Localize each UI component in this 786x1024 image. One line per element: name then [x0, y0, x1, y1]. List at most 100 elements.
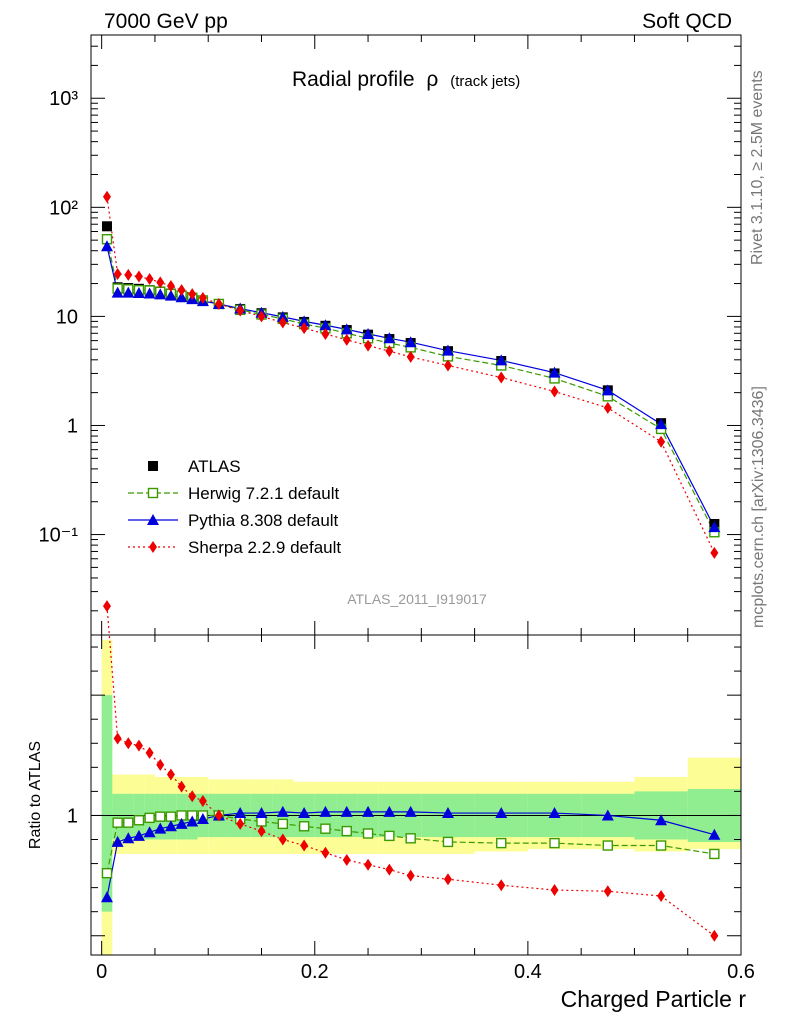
ratio-point	[657, 890, 666, 903]
ratio-point	[102, 600, 111, 613]
data-point	[364, 339, 373, 352]
plot-title-symbol: ρ	[426, 68, 438, 91]
data-point	[134, 270, 143, 283]
ratio-point	[236, 817, 245, 830]
ratio-point	[710, 929, 719, 942]
data-point	[340, 323, 353, 335]
data-point	[175, 291, 188, 303]
ratio-point	[320, 823, 331, 834]
ratio-tick-label: 1	[67, 805, 78, 827]
ratio-point	[298, 821, 310, 832]
ratio-point	[340, 805, 353, 817]
x-tick-label: 0.6	[727, 961, 755, 983]
ratio-point	[443, 873, 452, 886]
data-point	[143, 287, 156, 299]
data-point	[441, 344, 454, 356]
ratio-point	[319, 805, 332, 817]
ratio-point	[154, 822, 167, 834]
legend-label: ATLAS	[188, 457, 241, 476]
data-point	[257, 310, 266, 323]
ratio-point	[442, 836, 454, 848]
ratio-point	[186, 815, 199, 827]
ratio-point	[113, 732, 122, 745]
ratio-point	[177, 780, 186, 793]
ratio-point	[132, 829, 145, 841]
ratio-point	[256, 816, 267, 827]
data-point	[601, 384, 614, 396]
ratio-point	[112, 817, 123, 828]
ratio-point	[364, 858, 373, 871]
ratio-point	[101, 867, 113, 879]
ratio-point	[385, 863, 394, 876]
ratio-point	[341, 825, 352, 837]
rivet-version-label: Rivet 3.1.10, ≥ 2.5M events	[749, 70, 766, 265]
data-point	[276, 310, 289, 322]
data-point	[156, 276, 165, 289]
data-point	[710, 546, 719, 559]
ratio-point	[188, 790, 197, 803]
ratio-point	[548, 807, 561, 819]
ratio-point	[122, 832, 135, 844]
ratio-point	[384, 830, 395, 842]
data-point	[385, 345, 394, 358]
ratio-point	[601, 809, 614, 821]
legend: ATLAS Herwig 7.2.1 default Pythia 8.308 de…	[128, 457, 341, 557]
ratio-point	[321, 846, 330, 859]
data-point	[111, 286, 124, 298]
ratio-point	[133, 815, 145, 826]
ratio-point	[603, 885, 612, 898]
ratio-point	[709, 848, 720, 860]
main-plot-panel	[90, 34, 742, 636]
ratio-point	[342, 853, 351, 866]
data-point	[319, 319, 332, 331]
analysis-id-label: ATLAS_2011_I919017	[347, 591, 487, 607]
ratio-point	[144, 812, 155, 824]
ratio-point	[549, 837, 560, 849]
ratio-point	[277, 818, 289, 830]
ratio-point	[406, 869, 415, 882]
data-point	[300, 322, 309, 335]
ratio-point	[145, 746, 154, 759]
ratio-plot-panel	[90, 600, 742, 956]
ratio-plot-frame	[90, 634, 742, 956]
data-point	[164, 289, 177, 301]
plot-title-main: Radial profile	[292, 68, 415, 91]
data-point	[122, 286, 135, 298]
data-point	[177, 284, 186, 297]
x-tick-label: 0.2	[301, 961, 329, 983]
y-tick-label: 10²	[49, 197, 78, 219]
ratio-point	[196, 813, 209, 825]
legend-label: Herwig 7.2.1 default	[188, 484, 339, 503]
legend-marker	[149, 541, 157, 553]
data-point	[497, 371, 506, 384]
data-point	[132, 286, 145, 298]
ratio-point	[100, 891, 113, 903]
plot-title-sub: (track jets)	[450, 73, 520, 90]
ratio-point	[497, 879, 506, 892]
ratio-point	[111, 835, 124, 847]
data-point	[236, 304, 245, 317]
ratio-point	[404, 805, 417, 817]
data-point	[124, 268, 133, 281]
data-point	[321, 327, 330, 340]
data-point	[100, 240, 113, 252]
ratio-point	[383, 805, 396, 817]
plot-title: Radial profile ρ (track jets)	[292, 68, 520, 91]
data-point	[145, 273, 154, 286]
ratio-point	[278, 833, 287, 846]
ratio-point	[257, 825, 266, 838]
ratio-point	[405, 833, 416, 844]
ratio-point	[134, 739, 143, 752]
ratio-point	[298, 807, 311, 819]
data-point	[154, 288, 167, 300]
ratio-point	[255, 807, 268, 819]
data-point	[166, 279, 175, 292]
ratio-point	[362, 805, 375, 817]
ratio-point	[708, 828, 721, 840]
ratio-point	[124, 737, 133, 750]
ratio-point	[143, 826, 156, 838]
ratio-point	[156, 758, 165, 771]
y-tick-label: 10³	[49, 88, 78, 110]
data-point	[113, 267, 122, 280]
